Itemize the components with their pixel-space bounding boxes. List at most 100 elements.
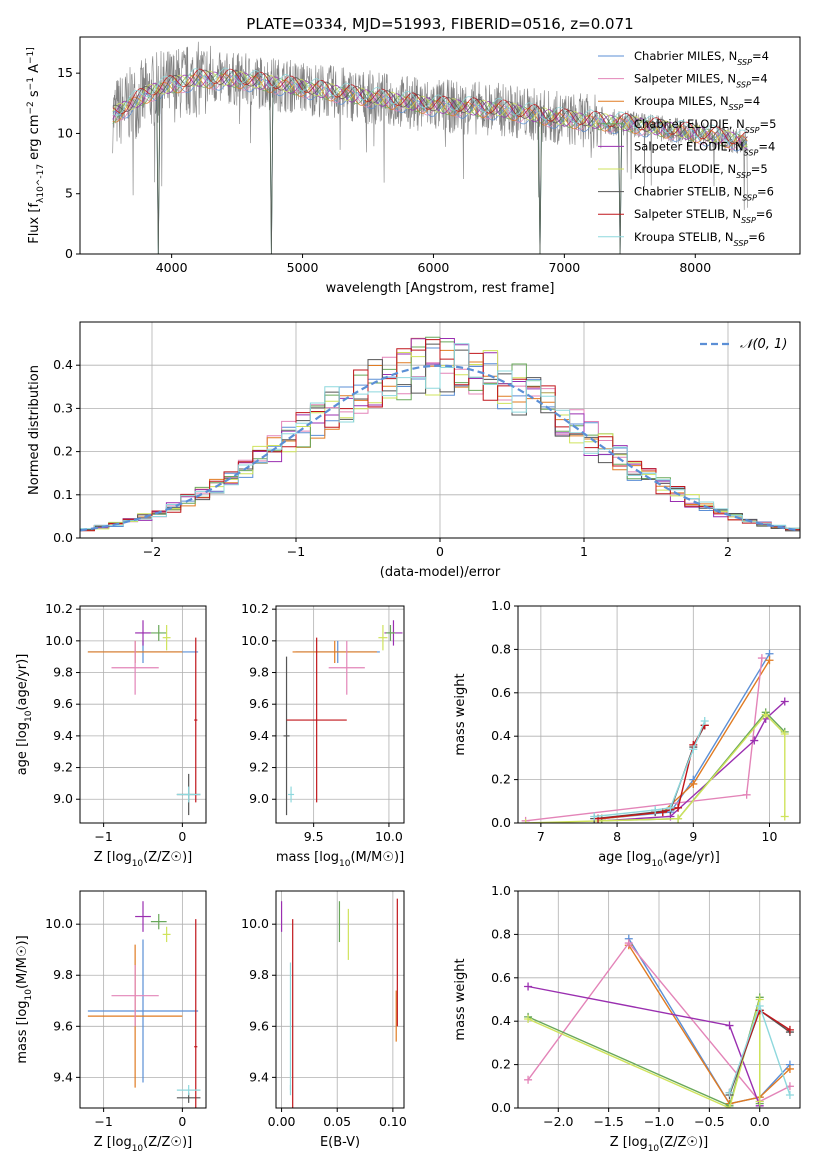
data-point — [780, 697, 789, 706]
y-tick-label: 0.4 — [491, 1013, 511, 1028]
axes-frame — [275, 890, 405, 1109]
plot-area — [280, 898, 398, 1108]
model-spectrum-line — [112, 68, 748, 145]
axes-frame — [79, 36, 801, 255]
axis-label: wavelength [Angstrom, rest frame] — [326, 281, 555, 296]
x-tick-label: 2 — [724, 544, 732, 559]
panel-spectrum: Chabrier MILES, NSSP=4 Salpeter MILES, NS… — [26, 36, 801, 296]
series-line — [527, 997, 761, 1107]
x-tick-label: −1.5 — [593, 1114, 623, 1129]
data-point — [700, 717, 709, 726]
y-tick-label: 1.0 — [491, 883, 511, 898]
axis-label: Normed distribution — [27, 365, 42, 495]
x-tick-label: −1 — [94, 829, 112, 844]
y-tick-label: 10.2 — [45, 601, 73, 616]
data-point — [524, 1015, 533, 1024]
model-spectrum-line — [112, 67, 748, 143]
y-tick-label: 10.0 — [241, 916, 269, 931]
legend-entry: Kroupa STELIB, NSSP=6 — [634, 230, 765, 248]
axis-label: mass weight — [453, 673, 468, 755]
legend-entry: Salpeter STELIB, NSSP=6 — [634, 207, 773, 225]
panel-age_vs_mass: 9.5 10.0 9.0 9.2 9.4 9.6 9.8 10.0 10.2 mass [log1… — [241, 601, 405, 869]
data-point — [761, 710, 770, 719]
axes-frame — [79, 605, 207, 824]
series-line — [525, 658, 763, 822]
x-tick-label: 8 — [613, 829, 621, 844]
panel-age_vs_Z: −1 0 9.0 9.2 9.4 9.6 9.8 10.0 10.2 Z [log10(Z/Z☉)… — [15, 601, 207, 869]
y-tick-label: 9.4 — [53, 1069, 73, 1084]
y-tick-label: 10.0 — [45, 633, 73, 648]
plot-area — [521, 649, 789, 823]
y-tick-label: 9.0 — [53, 791, 73, 806]
axes-frame — [517, 605, 801, 824]
x-tick-label: 8000 — [679, 260, 711, 275]
panels-container: Chabrier MILES, NSSP=4 Salpeter MILES, NS… — [15, 36, 801, 1154]
data-point — [666, 803, 675, 812]
y-tick-label: 9.8 — [53, 967, 73, 982]
series-line — [628, 944, 791, 1105]
axis-label: age [log10(age/yr)] — [15, 654, 34, 776]
y-tick-label: 0.6 — [491, 685, 511, 700]
data-point — [725, 1088, 734, 1097]
y-tick-label: 9.4 — [53, 728, 73, 743]
data-point — [651, 805, 660, 814]
x-tick-label: 10.0 — [375, 829, 403, 844]
data-point — [725, 1104, 734, 1108]
data-point — [524, 982, 533, 991]
data-point — [624, 939, 633, 948]
y-tick-label: 0.1 — [53, 487, 73, 502]
data-point — [750, 736, 759, 745]
x-tick-label: 1 — [580, 544, 588, 559]
x-tick-label: 6000 — [418, 260, 450, 275]
y-tick-label: 9.4 — [249, 1069, 269, 1084]
plot-area — [80, 336, 800, 533]
axis-label: mass [log10(M/M☉)] — [15, 935, 34, 1063]
data-point — [524, 1075, 533, 1084]
y-tick-label: 9.8 — [53, 665, 73, 680]
y-tick-label: 0.0 — [491, 1100, 511, 1115]
y-tick-label: 9.6 — [249, 1018, 269, 1033]
x-tick-label: 0.10 — [379, 1114, 407, 1129]
data-point — [521, 819, 530, 823]
x-tick-label: 4000 — [156, 260, 188, 275]
axis-label: Z [log10(Z/Z☉)] — [610, 1135, 708, 1154]
y-tick-label: 0.2 — [491, 1057, 511, 1072]
y-tick-label: 0.0 — [491, 815, 511, 830]
y-tick-label: 0.3 — [53, 400, 73, 415]
series-line — [597, 725, 706, 820]
legend-entry: Salpeter MILES, NSSP=4 — [634, 72, 768, 90]
y-tick-label: 10 — [57, 125, 73, 140]
x-tick-label: 10 — [762, 829, 778, 844]
y-tick-label: 0.2 — [491, 772, 511, 787]
y-tick-label: 9.8 — [249, 665, 269, 680]
data-point — [725, 1021, 734, 1030]
x-tick-label: 5000 — [287, 260, 319, 275]
plot-area — [524, 934, 794, 1108]
axes-frame — [275, 605, 405, 824]
figure-title: PLATE=0334, MJD=51993, FIBERID=0516, z=0… — [246, 15, 633, 33]
y-tick-label: 9.2 — [53, 760, 73, 775]
x-tick-label: 9 — [689, 829, 697, 844]
y-tick-label: 5 — [65, 186, 73, 201]
data-point — [674, 814, 683, 823]
y-tick-label: 1.0 — [491, 598, 511, 613]
axis-label: E(B-V) — [320, 1135, 360, 1150]
axis-label: Z [log10(Z/Z☉)] — [94, 1135, 192, 1154]
data-point — [689, 745, 698, 754]
legend-entry: Kroupa ELODIE, NSSP=5 — [634, 162, 768, 180]
normal-curve — [80, 364, 800, 532]
axis-label: age [log10(age/yr)] — [598, 850, 720, 869]
x-tick-label: 7 — [537, 829, 545, 844]
data-point — [755, 1002, 764, 1011]
data-point — [765, 656, 774, 665]
x-tick-label: 0.05 — [323, 1114, 351, 1129]
x-tick-label: −1 — [94, 1114, 112, 1129]
legend-entry: Chabrier STELIB, NSSP=6 — [634, 185, 774, 203]
x-tick-label: −0.5 — [694, 1114, 724, 1129]
series-line — [594, 725, 706, 820]
x-tick-label: 0 — [178, 829, 186, 844]
legend-entry: Salpeter ELODIE, NSSP=4 — [634, 139, 775, 157]
x-tick-label: 9.5 — [304, 829, 324, 844]
x-tick-label: 0 — [436, 544, 444, 559]
